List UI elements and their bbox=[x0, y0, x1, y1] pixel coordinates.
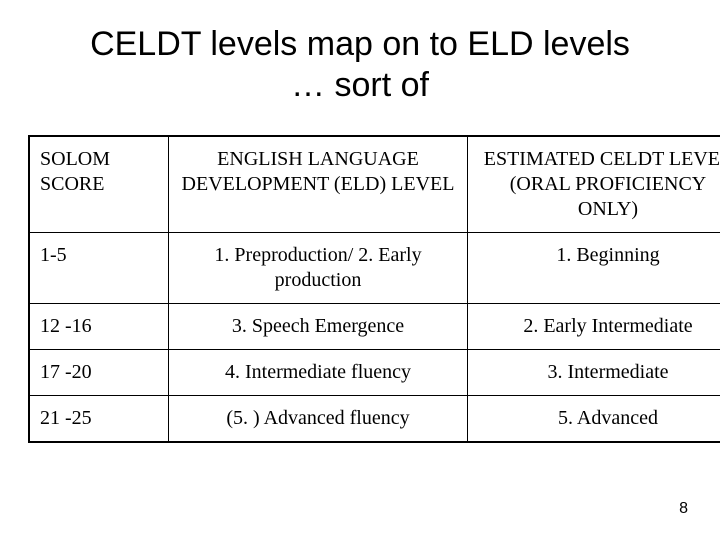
cell-eld: 3. Speech Emergence bbox=[169, 303, 468, 349]
cell-celdt: 1. Beginning bbox=[468, 232, 720, 303]
title-line-1: CELDT levels map on to ELD levels bbox=[90, 25, 630, 63]
celdt-eld-table: SOLOM SCORE ENGLISH LANGUAGE DEVELOPMENT… bbox=[28, 135, 720, 443]
cell-celdt: 5. Advanced bbox=[468, 395, 720, 442]
cell-solom: 17 -20 bbox=[29, 349, 169, 395]
col-header-celdt: ESTIMATED CELDT LEVEL (ORAL PROFICIENCY … bbox=[468, 136, 720, 233]
table-row: 12 -16 3. Speech Emergence 2. Early Inte… bbox=[29, 303, 720, 349]
slide: CELDT levels map on to ELD levels … sort… bbox=[0, 0, 720, 540]
cell-celdt: 3. Intermediate bbox=[468, 349, 720, 395]
table-header-row: SOLOM SCORE ENGLISH LANGUAGE DEVELOPMENT… bbox=[29, 136, 720, 233]
slide-title: CELDT levels map on to ELD levels … sort… bbox=[28, 24, 692, 107]
table-row: 21 -25 (5. ) Advanced fluency 5. Advance… bbox=[29, 395, 720, 442]
col-header-solom: SOLOM SCORE bbox=[29, 136, 169, 233]
cell-eld: (5. ) Advanced fluency bbox=[169, 395, 468, 442]
table-row: 17 -20 4. Intermediate fluency 3. Interm… bbox=[29, 349, 720, 395]
cell-eld: 1. Preproduction/ 2. Early production bbox=[169, 232, 468, 303]
cell-solom: 21 -25 bbox=[29, 395, 169, 442]
cell-eld: 4. Intermediate fluency bbox=[169, 349, 468, 395]
page-number: 8 bbox=[679, 500, 688, 518]
col-header-eld: ENGLISH LANGUAGE DEVELOPMENT (ELD) LEVEL bbox=[169, 136, 468, 233]
table-row: 1-5 1. Preproduction/ 2. Early productio… bbox=[29, 232, 720, 303]
title-line-2: … sort of bbox=[291, 66, 429, 104]
cell-solom: 12 -16 bbox=[29, 303, 169, 349]
cell-solom: 1-5 bbox=[29, 232, 169, 303]
cell-celdt: 2. Early Intermediate bbox=[468, 303, 720, 349]
